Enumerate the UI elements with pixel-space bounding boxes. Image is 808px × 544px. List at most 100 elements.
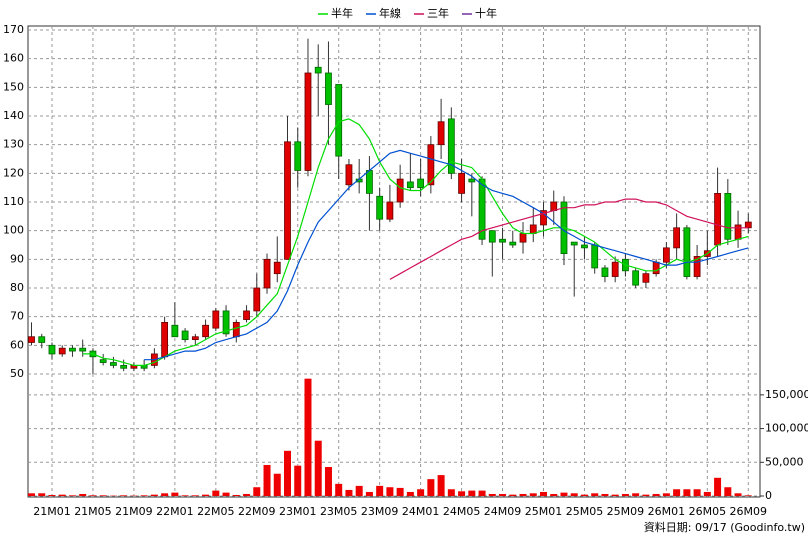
volume-bar	[489, 494, 496, 496]
y-tick-label: 70	[10, 310, 24, 323]
x-tick-label: 22M05	[197, 505, 235, 518]
y-tick-label: 160	[3, 52, 24, 65]
volume-bar	[212, 491, 219, 496]
y-tick-label: 50	[10, 367, 24, 380]
volume-bar	[182, 495, 189, 496]
candle-body	[254, 288, 260, 311]
volume-bar	[89, 495, 96, 496]
volume-bar	[202, 495, 209, 496]
volume-bar	[530, 493, 537, 496]
y2-tick-label: 0	[765, 489, 772, 502]
candle-body	[110, 363, 116, 366]
volume-bar	[253, 487, 260, 496]
candle-body	[39, 337, 45, 343]
volume-bar	[325, 467, 332, 496]
candle-body	[633, 271, 639, 285]
x-tick-label: 21M05	[74, 505, 112, 518]
volume-bar	[28, 493, 35, 496]
volume-bar	[427, 479, 434, 496]
volume-bar	[479, 491, 486, 496]
candle-body	[203, 325, 209, 336]
volume-bar	[243, 494, 250, 496]
x-tick-label: 26M09	[730, 505, 768, 518]
volume-bar	[694, 489, 701, 496]
volume-bar	[345, 490, 352, 496]
volume-bar	[520, 494, 527, 496]
candle-body	[305, 73, 311, 170]
candle-body	[69, 348, 75, 351]
candle-body	[100, 360, 106, 363]
volume-bar	[417, 489, 424, 496]
candle-body	[162, 322, 168, 356]
x-tick-label: 24M01	[402, 505, 440, 518]
volume-bar	[509, 495, 516, 496]
volume-bar	[386, 487, 393, 496]
x-tick-label: 24M05	[443, 505, 481, 518]
volume-bar	[673, 489, 680, 496]
volume-bar	[642, 495, 649, 496]
candle-body	[510, 242, 516, 245]
candle-body	[551, 202, 557, 211]
candle-body	[418, 179, 424, 188]
volume-bar	[612, 495, 619, 496]
candle-body	[244, 311, 250, 320]
candle-body	[684, 228, 690, 277]
candle-body	[336, 84, 342, 156]
candle-body	[264, 259, 270, 288]
volume-bar	[540, 492, 547, 496]
volume-bar	[724, 487, 731, 496]
legend-label: 年線	[379, 6, 401, 20]
candle-body	[407, 182, 413, 188]
footnote: 資料日期: 09/17 (Goodinfo.tw)	[644, 520, 805, 534]
volume-bar	[304, 379, 311, 496]
plot-frame	[28, 26, 760, 497]
candle-body	[500, 239, 506, 242]
candle-body	[489, 231, 495, 242]
volume-bar	[448, 489, 455, 496]
x-tick-label: 26M01	[648, 505, 686, 518]
volume-bar	[69, 495, 76, 496]
candle-body	[459, 173, 465, 193]
volume-bar	[653, 494, 660, 496]
y2-tick-label: 150,000	[765, 388, 808, 401]
x-tick-label: 23M09	[361, 505, 399, 518]
volume-bar	[550, 494, 557, 496]
volume-bar	[48, 495, 55, 496]
candle-body	[366, 170, 372, 193]
y2-tick-label: 100,000	[765, 422, 808, 435]
candle-body	[315, 67, 321, 73]
volume-bar	[683, 489, 690, 496]
volume-bar	[38, 493, 45, 496]
x-tick-label: 24M09	[484, 505, 522, 518]
candle-body	[725, 193, 731, 239]
volume-bar	[571, 493, 578, 496]
candle-body	[346, 165, 352, 185]
volume-bar	[264, 465, 271, 496]
y-tick-label: 140	[3, 109, 24, 122]
volume-bar	[315, 441, 322, 496]
x-tick-label: 26M05	[689, 505, 727, 518]
volume-bar	[141, 495, 148, 496]
volume-bar	[745, 495, 752, 496]
x-tick-label: 21M01	[33, 505, 71, 518]
candle-body	[735, 225, 741, 239]
candle-body	[274, 262, 280, 273]
volume-bar	[407, 492, 414, 496]
volume-bar	[274, 474, 281, 496]
x-tick-label: 25M01	[525, 505, 563, 518]
volume-bar	[632, 493, 639, 496]
x-tick-label: 25M09	[607, 505, 645, 518]
volume-bar	[284, 451, 291, 496]
candle-body	[643, 274, 649, 283]
candle-body	[49, 345, 55, 354]
candle-body	[653, 262, 659, 273]
candle-body	[438, 122, 444, 145]
volume-bar	[233, 495, 240, 496]
volume-bar	[356, 486, 363, 496]
y-tick-label: 90	[10, 252, 24, 265]
candle-body	[172, 325, 178, 336]
volume-bar	[335, 484, 342, 496]
legend-label: 十年	[475, 6, 497, 20]
volume-bar	[438, 475, 445, 496]
